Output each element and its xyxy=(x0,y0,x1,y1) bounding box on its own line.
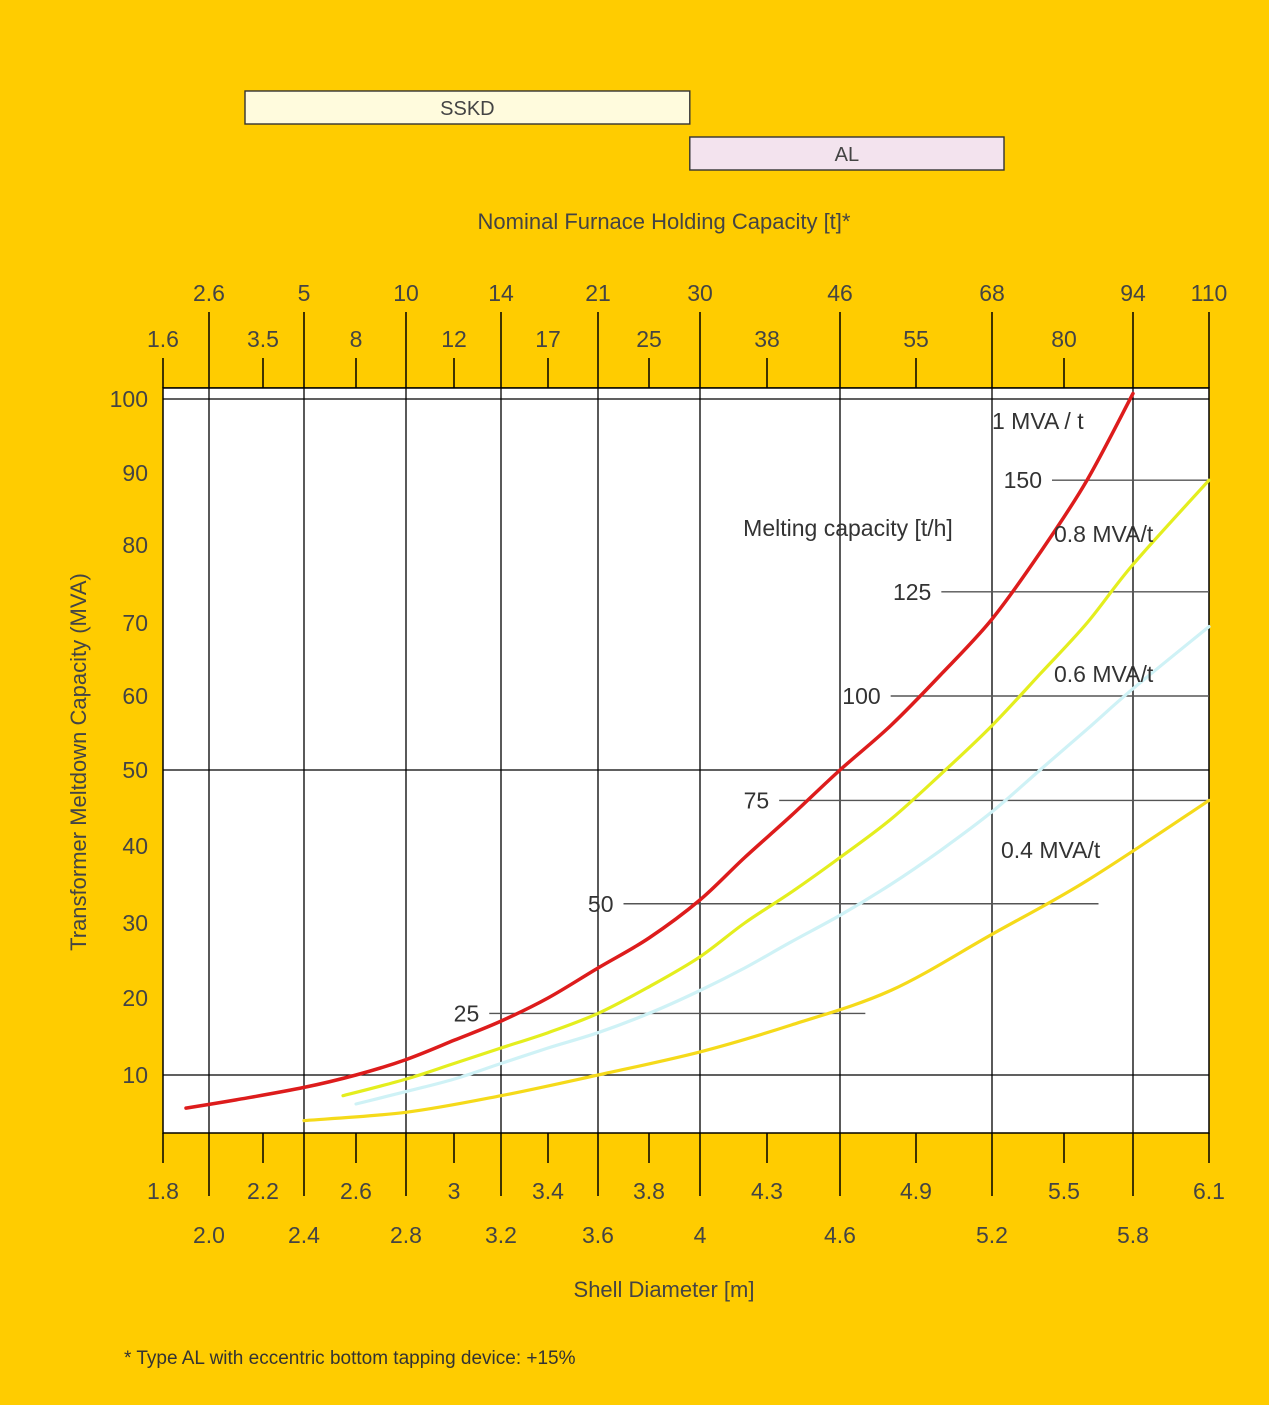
bottom-tick-label-6.1: 6.1 xyxy=(1193,1178,1225,1204)
top-axis-title: Nominal Furnace Holding Capacity [t]* xyxy=(478,209,851,234)
melting-capacity-title: Melting capacity [t/h] xyxy=(743,515,953,541)
bottom-tick-label-3.4: 3.4 xyxy=(532,1178,564,1204)
top-tick-label-46: 46 xyxy=(827,280,853,306)
top-tick-label-8: 8 xyxy=(350,326,363,352)
bottom-tick-label-2.4: 2.4 xyxy=(288,1222,320,1248)
y-tick-label-100: 100 xyxy=(110,386,148,412)
top-tick-label-17: 17 xyxy=(535,326,561,352)
top-tick-label-5: 5 xyxy=(298,280,311,306)
holding-range-bars: SSKD AL xyxy=(244,90,1005,171)
bottom-tick-label-2.2: 2.2 xyxy=(247,1178,279,1204)
y-tick-label-20: 20 xyxy=(122,985,148,1011)
bottom-tick-label-5.5: 5.5 xyxy=(1048,1178,1080,1204)
top-tick-label-3.5: 3.5 xyxy=(247,326,279,352)
top-tick-label-68: 68 xyxy=(979,280,1005,306)
series-lines xyxy=(184,391,1211,1123)
y-tick-label-70: 70 xyxy=(122,610,148,636)
top-tick-label-38: 38 xyxy=(754,326,780,352)
bottom-tick-label-3: 3 xyxy=(448,1178,461,1204)
y-axis-title: Transformer Meltdown Capacity (MVA) xyxy=(66,573,91,951)
top-tick-label-14: 14 xyxy=(488,280,514,306)
y-tick-label-10: 10 xyxy=(122,1062,148,1088)
bottom-tick-label-4: 4 xyxy=(694,1222,707,1248)
top-tick-label-10: 10 xyxy=(393,280,419,306)
top-tick-label-2.6: 2.6 xyxy=(193,280,225,306)
left-axis: 10 20 30 40 50 60 70 80 90 100 xyxy=(110,386,148,1088)
grid-lines xyxy=(163,388,1209,1133)
series-label-1: 0.8 MVA/t xyxy=(1054,521,1154,547)
melting-label-25: 25 xyxy=(454,1000,480,1026)
top-tick-label-55: 55 xyxy=(903,326,929,352)
series-line-0 xyxy=(184,391,1135,1110)
range-bar-label-sskd: SSKD xyxy=(440,98,494,120)
x-axis-title: Shell Diameter [m] xyxy=(574,1277,755,1302)
range-bar-al xyxy=(689,136,1005,171)
series-label-0: 1 MVA / t xyxy=(992,408,1084,434)
top-tick-label-21: 21 xyxy=(585,280,611,306)
bottom-tick-label-4.9: 4.9 xyxy=(900,1178,932,1204)
y-tick-label-30: 30 xyxy=(122,910,148,936)
bottom-tick-label-3.2: 3.2 xyxy=(485,1222,517,1248)
bottom-tick-label-2.0: 2.0 xyxy=(193,1222,225,1248)
bottom-tick-label-1.8: 1.8 xyxy=(147,1178,179,1204)
melting-label-100: 100 xyxy=(842,683,880,709)
plot-area xyxy=(162,387,1210,1134)
series-label-2: 0.6 MVA/t xyxy=(1054,661,1154,687)
range-bar-label-al: AL xyxy=(835,144,859,166)
top-tick-label-80: 80 xyxy=(1051,326,1077,352)
series-labels: 1 MVA / t 0.8 MVA/t 0.6 MVA/t 0.4 MVA/t xyxy=(992,408,1154,863)
top-tick-label-25: 25 xyxy=(636,326,662,352)
series-line-3 xyxy=(302,798,1211,1123)
range-bar-sskd xyxy=(244,90,691,125)
footnote: * Type AL with eccentric bottom tapping … xyxy=(124,1348,576,1369)
bottom-tick-label-4.3: 4.3 xyxy=(751,1178,783,1204)
y-tick-label-60: 60 xyxy=(122,683,148,709)
bottom-tick-label-5.8: 5.8 xyxy=(1117,1222,1149,1248)
top-tick-label-1.6: 1.6 xyxy=(147,326,179,352)
top-tick-label-12: 12 xyxy=(441,326,467,352)
bottom-tick-label-5.2: 5.2 xyxy=(976,1222,1008,1248)
bottom-tick-label-2.8: 2.8 xyxy=(390,1222,422,1248)
bottom-tick-label-4.6: 4.6 xyxy=(824,1222,856,1248)
y-tick-label-90: 90 xyxy=(122,460,148,486)
bottom-tick-label-3.6: 3.6 xyxy=(582,1222,614,1248)
series-line-1 xyxy=(341,478,1211,1098)
y-tick-label-80: 80 xyxy=(122,532,148,558)
melting-label-50: 50 xyxy=(588,891,614,917)
bottom-tick-label-3.8: 3.8 xyxy=(633,1178,665,1204)
series-label-3: 0.4 MVA/t xyxy=(1001,837,1101,863)
melting-label-125: 125 xyxy=(893,579,931,605)
bottom-tick-label-2.6: 2.6 xyxy=(340,1178,372,1204)
melting-label-75: 75 xyxy=(744,787,770,813)
top-tick-label-94: 94 xyxy=(1120,280,1146,306)
bottom-axis: 1.8 2.0 2.2 2.4 2.6 2.8 3 3.2 3.4 3.6 3.8 4 4.3 4.6 4.… xyxy=(147,1133,1225,1248)
series-line-2 xyxy=(354,625,1211,1106)
top-axis: 1.6 2.6 3.5 5 8 10 12 14 17 21 25 30 38 46 55 68 80 94 110 xyxy=(147,280,1228,389)
top-tick-label-110: 110 xyxy=(1191,280,1228,306)
melting-label-150: 150 xyxy=(1004,467,1042,493)
y-tick-label-50: 50 xyxy=(122,757,148,783)
y-tick-label-40: 40 xyxy=(122,833,148,859)
top-tick-label-30: 30 xyxy=(687,280,713,306)
